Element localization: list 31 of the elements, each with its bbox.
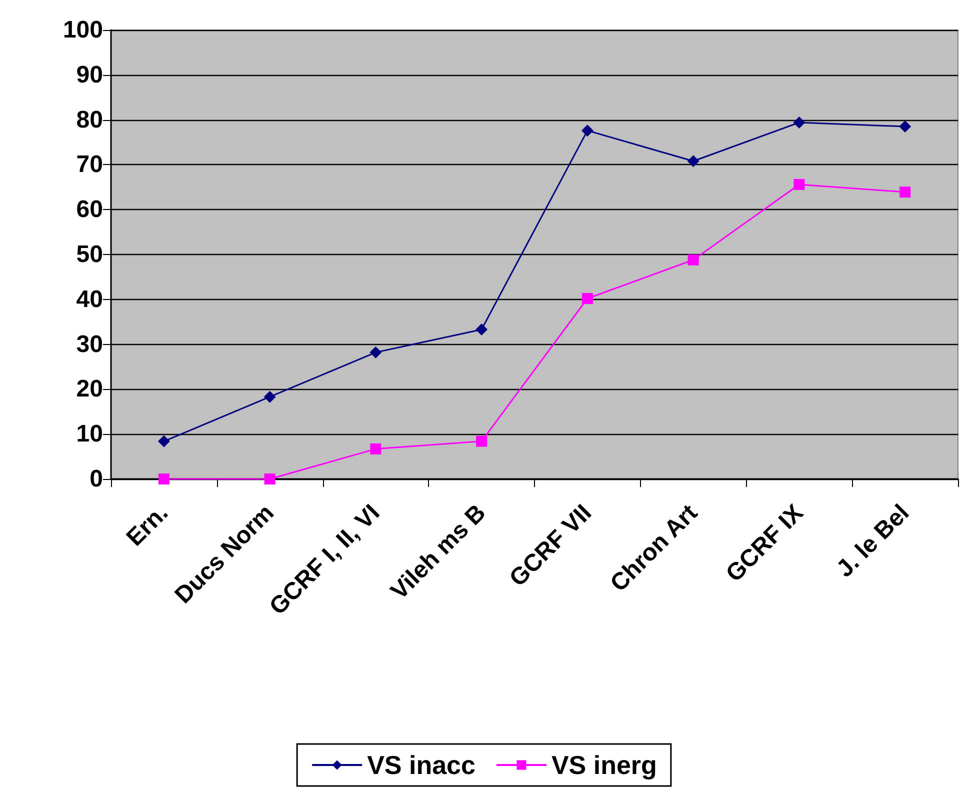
point bbox=[158, 474, 170, 484]
point bbox=[264, 390, 276, 403]
y-tick-label: 10 bbox=[76, 420, 103, 448]
x-tick-label: Ern. bbox=[121, 499, 174, 552]
point bbox=[264, 474, 276, 484]
y-tick-label: 20 bbox=[76, 376, 103, 403]
point bbox=[582, 293, 593, 304]
point bbox=[688, 254, 699, 266]
y-tick-label: 70 bbox=[76, 151, 103, 178]
y-tick-label: 50 bbox=[76, 241, 103, 268]
y-tick-label: 100 bbox=[62, 16, 103, 44]
point bbox=[687, 155, 700, 168]
legend-label: VS inacc bbox=[367, 750, 476, 780]
y-tick-label: 90 bbox=[76, 61, 103, 88]
y-tick-label: 30 bbox=[76, 330, 103, 358]
y-tick-label: 80 bbox=[76, 106, 103, 134]
point bbox=[370, 443, 382, 454]
point bbox=[899, 120, 912, 133]
point bbox=[794, 178, 805, 190]
point bbox=[581, 124, 594, 137]
y-tick-label: 40 bbox=[76, 286, 103, 313]
point bbox=[158, 435, 170, 448]
y-tick-label: 60 bbox=[76, 196, 103, 224]
point bbox=[476, 436, 488, 447]
x-tick-label: J. le Bel bbox=[831, 499, 915, 583]
point bbox=[900, 186, 911, 198]
point bbox=[476, 323, 488, 336]
point bbox=[370, 346, 382, 358]
y-tick-label: 0 bbox=[90, 466, 103, 492]
point bbox=[793, 116, 806, 128]
legend-label: VS inerg bbox=[551, 750, 657, 780]
